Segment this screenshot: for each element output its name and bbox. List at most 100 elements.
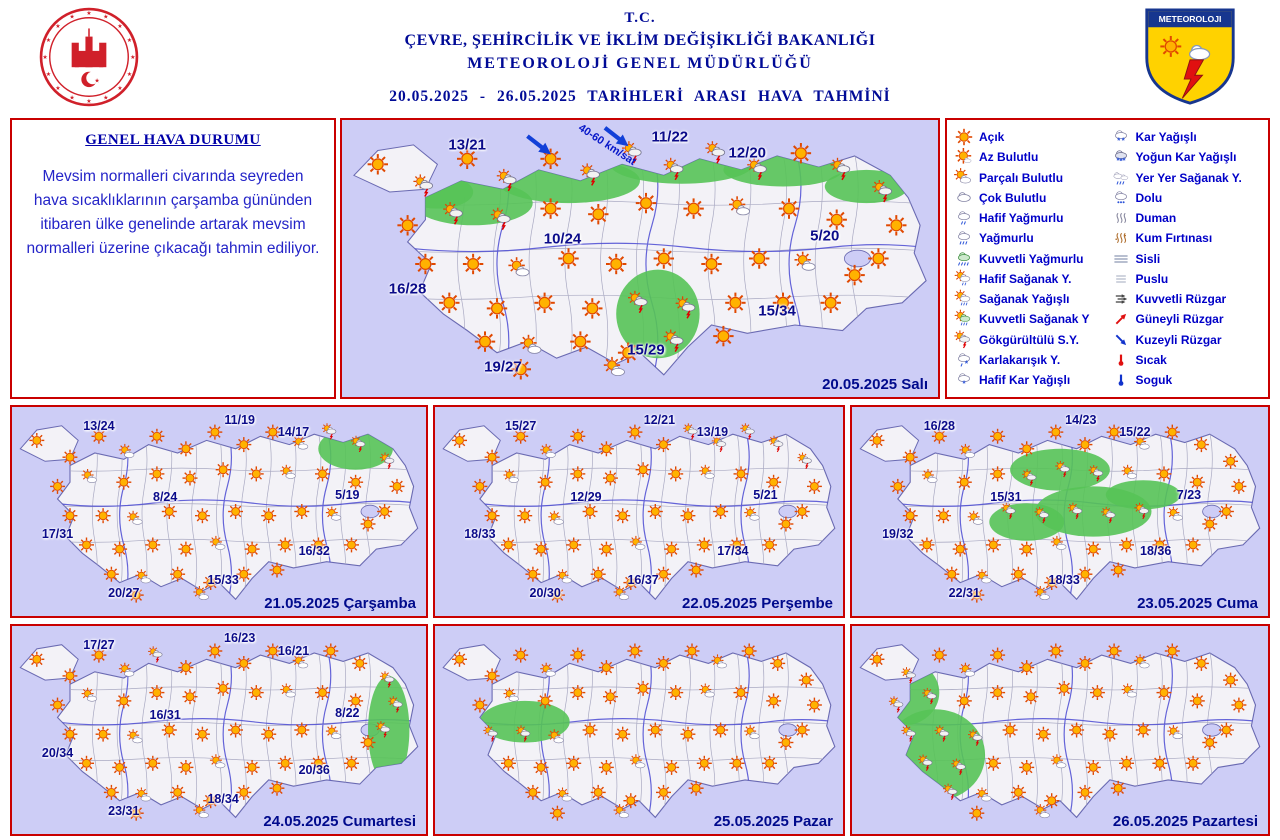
sun-icon xyxy=(990,647,1006,663)
sun-icon xyxy=(178,541,194,557)
thunderstorm-icon xyxy=(954,329,970,348)
sun-icon xyxy=(439,292,460,313)
sun-icon xyxy=(1019,660,1035,676)
legend-item-label: Hafif Sağanak Y. xyxy=(979,271,1072,286)
temperature-label: 16/31 xyxy=(149,708,181,723)
svg-text:★: ★ xyxy=(42,54,47,61)
sun-cloud-icon xyxy=(548,510,564,525)
sun-icon xyxy=(1106,424,1122,440)
legend-item-label: Karlakarışık Y. xyxy=(979,352,1061,367)
legend-item: Hafif Sağanak Y. xyxy=(951,269,1108,289)
temperature-label: 12/29 xyxy=(570,489,602,504)
temperature-label: 22/31 xyxy=(948,586,980,600)
svg-text:*: * xyxy=(1122,156,1126,166)
forecast-map-monday: 26.05.2025 Pazartesi xyxy=(850,624,1270,836)
lake-van xyxy=(360,504,380,519)
anatolia-landmass xyxy=(897,652,1261,819)
thunderstorm-icon xyxy=(872,180,893,203)
legend-item: Yer Yer Sağanak Y. xyxy=(1108,168,1265,188)
rain-area xyxy=(897,765,915,803)
sun-icon xyxy=(510,359,531,380)
thunderstorm-icon xyxy=(888,696,904,713)
sun-icon xyxy=(570,428,586,444)
sleet-icon: * xyxy=(958,353,970,368)
legend-item: Sağanak Yağışlı xyxy=(951,289,1108,309)
thunderstorm-icon xyxy=(379,671,395,688)
lake-van xyxy=(778,504,798,519)
sun-icon xyxy=(603,689,618,705)
sun-icon xyxy=(656,656,671,671)
legend-item-label: Soguk xyxy=(1135,373,1173,387)
legend-item-label: Kuzeyli Rüzgar xyxy=(1135,332,1222,347)
sun-icon xyxy=(261,508,277,524)
sun-icon xyxy=(713,504,729,519)
ministry-emblem: ★ ★ ★ ★ ★ ★ ★ ★ ★ ★ ★ ★ ★ ★ ★ ★ ★ xyxy=(39,7,139,107)
sun-icon xyxy=(244,760,260,775)
temperature-label: 16/37 xyxy=(627,573,659,588)
strong-wind-icon xyxy=(1115,294,1127,304)
sun-icon xyxy=(615,508,631,524)
sun-cloud-icon xyxy=(325,506,342,521)
temperature-label: 11/19 xyxy=(224,412,255,427)
svg-text:★: ★ xyxy=(103,95,108,102)
sun-icon xyxy=(684,643,700,659)
legend-item: Puslu xyxy=(1108,269,1265,289)
sun-icon xyxy=(955,128,973,146)
sun-icon xyxy=(207,424,223,440)
svg-text:★: ★ xyxy=(127,37,132,44)
sun-icon xyxy=(656,437,671,453)
region-borders xyxy=(479,434,835,600)
sun-icon xyxy=(50,478,65,494)
sun-cloud-icon xyxy=(613,804,630,819)
sun-icon xyxy=(729,537,745,553)
legend-item: Güneyli Rüzgar xyxy=(1108,309,1265,329)
sun-icon xyxy=(762,755,777,771)
sun-cloud-icon xyxy=(1167,506,1183,521)
sun-icon xyxy=(1077,566,1093,582)
logo-text: METEOROLOJI xyxy=(1159,14,1222,24)
sun-icon xyxy=(701,253,722,275)
lake-van xyxy=(778,723,798,737)
sun-icon xyxy=(244,541,260,557)
temperature-label: 15/31 xyxy=(990,489,1022,504)
sun-icon xyxy=(533,760,549,775)
sun-icon xyxy=(1085,541,1101,557)
thunderstorm-icon xyxy=(1101,506,1116,524)
legend-item-label: Sağanak Yağışlı xyxy=(979,292,1070,306)
light-rain-icon xyxy=(958,211,970,225)
sun-icon xyxy=(352,656,368,671)
sun-icon xyxy=(149,428,165,444)
svg-text:*: * xyxy=(965,358,969,368)
legend-item-label: Kuvvetli Sağanak Y xyxy=(979,312,1090,327)
sun-icon xyxy=(116,693,132,709)
sun-icon xyxy=(986,755,1001,771)
sun-icon xyxy=(656,566,671,582)
sun-icon xyxy=(462,253,484,275)
sun-icon xyxy=(766,474,782,490)
sun-cloud-icon xyxy=(976,569,992,584)
sun-icon xyxy=(452,433,467,448)
thunderstorm-icon xyxy=(375,721,391,738)
sun-icon xyxy=(261,726,277,742)
sun-icon xyxy=(919,537,935,553)
sun-icon xyxy=(1085,760,1101,775)
sun-cloud-icon xyxy=(118,443,135,458)
sun-icon xyxy=(617,342,639,363)
sun-icon xyxy=(794,504,810,519)
temperature-label: 17/27 xyxy=(83,637,115,652)
light-shower-icon xyxy=(954,269,971,286)
sun-icon xyxy=(215,680,231,696)
sun-icon xyxy=(103,784,119,800)
sun-icon xyxy=(713,325,734,347)
region-borders xyxy=(57,653,418,818)
legend-column-2: * * Kar Yağışlı * * * Yoğun Kar Yağışlı Yer Yer… xyxy=(1108,127,1265,390)
legend-item-label: Puslu xyxy=(1135,271,1169,286)
temperature-label: 5/19 xyxy=(335,487,360,502)
rain-areas xyxy=(318,434,393,470)
sun-icon xyxy=(1035,726,1051,742)
sun-icon xyxy=(623,793,639,809)
map-date-label: 25.05.2025 Pazar xyxy=(713,813,833,830)
sun-icon xyxy=(540,148,561,169)
svg-text:*: * xyxy=(1117,136,1121,146)
thunderstorm-icon xyxy=(951,758,966,776)
